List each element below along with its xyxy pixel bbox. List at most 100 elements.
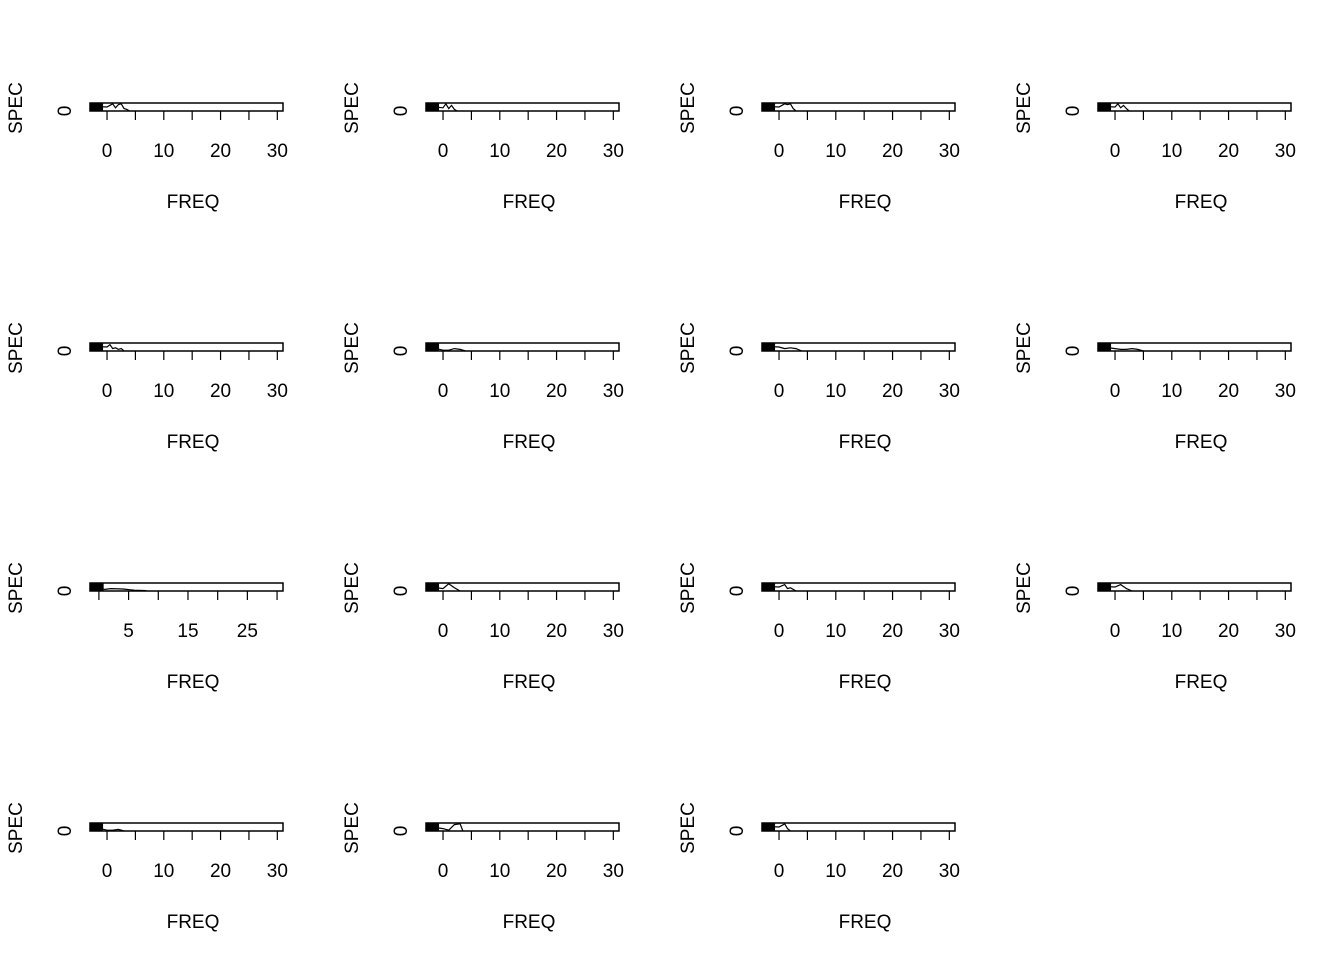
x-tick-label: 0 bbox=[774, 141, 785, 162]
x-tick-label: 30 bbox=[603, 621, 624, 642]
x-tick-label: 10 bbox=[1161, 621, 1182, 642]
x-tick-label: 30 bbox=[1275, 381, 1296, 402]
series-line bbox=[89, 585, 147, 592]
x-tick-label: 0 bbox=[1110, 621, 1121, 642]
x-tick-label: 10 bbox=[489, 861, 510, 882]
x-axis-label: FREQ bbox=[839, 672, 892, 693]
data-bar bbox=[90, 823, 104, 831]
y-axis-label: SPEC bbox=[678, 802, 699, 854]
x-tick-label: 5 bbox=[123, 621, 134, 642]
panel-14: 0 10 20 30 0 FREQ SPEC bbox=[342, 802, 624, 933]
series-line bbox=[1097, 102, 1130, 112]
y-axis-label: SPEC bbox=[1014, 82, 1035, 134]
x-axis-label: FREQ bbox=[839, 912, 892, 933]
x-tick-label: 20 bbox=[546, 381, 567, 402]
x-tick-label: 30 bbox=[603, 861, 624, 882]
x-axis-label: FREQ bbox=[839, 192, 892, 213]
y-tick-label: 0 bbox=[1063, 586, 1084, 597]
y-axis-label: SPEC bbox=[6, 562, 27, 614]
x-tick-label: 0 bbox=[774, 861, 785, 882]
panel-8: 0 10 20 30 0 FREQ SPEC bbox=[1014, 322, 1296, 453]
y-tick-label: 0 bbox=[727, 346, 748, 357]
x-tick-label: 0 bbox=[774, 381, 785, 402]
x-tick-label: 10 bbox=[153, 861, 174, 882]
panel-1: 0 10 20 30 0 FREQ SPEC bbox=[6, 82, 288, 213]
x-axis-label: FREQ bbox=[167, 432, 220, 453]
plot-box bbox=[761, 342, 956, 352]
y-axis-label: SPEC bbox=[342, 322, 363, 374]
x-tick-label: 20 bbox=[546, 141, 567, 162]
data-bar bbox=[426, 343, 440, 351]
x-tick-label: 20 bbox=[882, 381, 903, 402]
y-tick-label: 0 bbox=[727, 106, 748, 117]
series-line bbox=[425, 102, 458, 112]
x-tick-label: 30 bbox=[939, 381, 960, 402]
y-axis-label: SPEC bbox=[678, 562, 699, 614]
x-tick-label: 20 bbox=[210, 141, 231, 162]
x-axis-label: FREQ bbox=[167, 192, 220, 213]
x-tick-label: 0 bbox=[438, 621, 449, 642]
plot-box bbox=[89, 582, 284, 592]
y-tick-label: 0 bbox=[55, 586, 76, 597]
y-axis-label: SPEC bbox=[6, 82, 27, 134]
x-tick-label: 0 bbox=[102, 861, 113, 882]
x-tick-label: 10 bbox=[825, 141, 846, 162]
panel-15: 0 10 20 30 0 FREQ SPEC bbox=[678, 802, 960, 933]
x-tick-label: 10 bbox=[489, 621, 510, 642]
y-tick-label: 0 bbox=[55, 826, 76, 837]
panel-6: 0 10 20 30 0 FREQ SPEC bbox=[342, 322, 624, 453]
y-axis-label: SPEC bbox=[1014, 562, 1035, 614]
x-tick-label: 20 bbox=[210, 861, 231, 882]
x-tick-label: 15 bbox=[177, 621, 198, 642]
series-line bbox=[761, 103, 797, 112]
series-line bbox=[425, 345, 466, 352]
x-tick-label: 20 bbox=[546, 621, 567, 642]
y-tick-label: 0 bbox=[727, 586, 748, 597]
x-tick-label: 10 bbox=[153, 381, 174, 402]
y-axis-label: SPEC bbox=[342, 562, 363, 614]
plot-box bbox=[761, 822, 956, 832]
panel-4: 0 10 20 30 0 FREQ SPEC bbox=[1014, 82, 1296, 213]
panel-9: 5 15 25 0 FREQ SPEC bbox=[6, 562, 284, 693]
x-axis-label: FREQ bbox=[167, 912, 220, 933]
x-tick-label: 30 bbox=[939, 141, 960, 162]
plot-box bbox=[761, 582, 956, 592]
x-tick-label: 30 bbox=[603, 141, 624, 162]
series-line bbox=[89, 103, 130, 112]
x-tick-label: 30 bbox=[267, 381, 288, 402]
series-line bbox=[425, 583, 461, 592]
y-tick-label: 0 bbox=[391, 586, 412, 597]
x-tick-label: 0 bbox=[1110, 141, 1121, 162]
panel-12: 0 10 20 30 0 FREQ SPEC bbox=[1014, 562, 1296, 693]
x-axis-label: FREQ bbox=[503, 912, 556, 933]
x-axis-label: FREQ bbox=[503, 192, 556, 213]
x-tick-label: 30 bbox=[267, 141, 288, 162]
x-tick-label: 10 bbox=[1161, 141, 1182, 162]
x-tick-label: 0 bbox=[774, 621, 785, 642]
x-axis-label: FREQ bbox=[167, 672, 220, 693]
y-axis-label: SPEC bbox=[342, 82, 363, 134]
x-tick-label: 0 bbox=[438, 381, 449, 402]
panel-2: 0 10 20 30 0 FREQ SPEC bbox=[342, 82, 624, 213]
x-tick-label: 20 bbox=[1218, 621, 1239, 642]
y-tick-label: 0 bbox=[727, 826, 748, 837]
x-tick-label: 20 bbox=[882, 621, 903, 642]
x-tick-label: 30 bbox=[1275, 621, 1296, 642]
x-axis-label: FREQ bbox=[1175, 432, 1228, 453]
x-tick-label: 10 bbox=[825, 381, 846, 402]
y-axis-label: SPEC bbox=[1014, 322, 1035, 374]
series-line bbox=[1097, 345, 1144, 352]
x-tick-label: 0 bbox=[438, 861, 449, 882]
x-tick-label: 10 bbox=[489, 381, 510, 402]
x-tick-label: 30 bbox=[939, 621, 960, 642]
series-line bbox=[89, 825, 125, 832]
panel-11: 0 10 20 30 0 FREQ SPEC bbox=[678, 562, 960, 693]
series-line bbox=[761, 822, 791, 832]
panel-10: 0 10 20 30 0 FREQ SPEC bbox=[342, 562, 624, 693]
panel-3: 0 10 20 30 0 FREQ SPEC bbox=[678, 82, 960, 213]
plot-box bbox=[425, 342, 620, 352]
y-axis-label: SPEC bbox=[678, 322, 699, 374]
x-tick-label: 0 bbox=[438, 141, 449, 162]
x-axis-label: FREQ bbox=[503, 432, 556, 453]
